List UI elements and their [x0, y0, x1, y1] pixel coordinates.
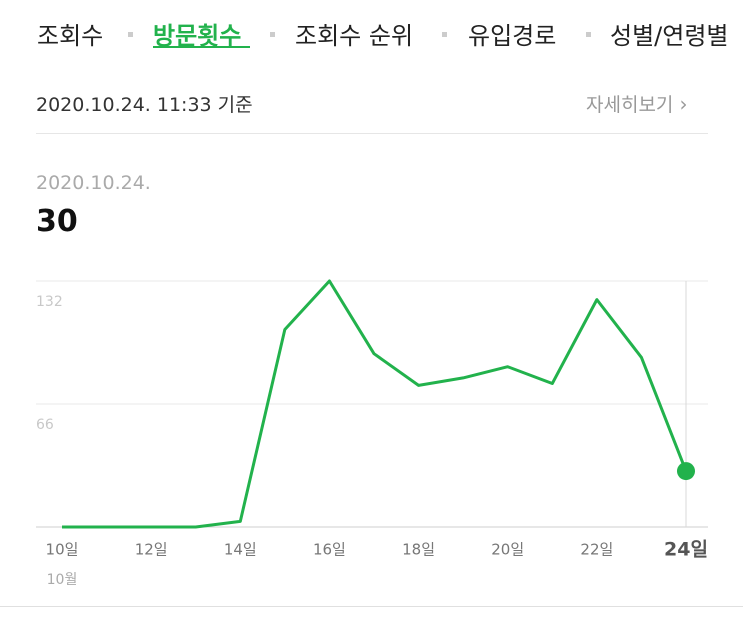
tab[interactable]: 성별/연령별: [610, 22, 729, 50]
x-tick-label: 22일: [580, 541, 613, 559]
selected-date: 2020.10.24.: [36, 172, 151, 194]
month-label: 10월: [47, 572, 78, 588]
tab-separator: [586, 32, 591, 37]
tab[interactable]: 유입경로: [468, 22, 557, 50]
x-tick-label: 18일: [402, 541, 435, 559]
timestamp: 2020.10.24. 11:33 기준: [36, 94, 253, 116]
tab-underline: [153, 46, 250, 48]
x-tick-label: 14일: [224, 541, 257, 559]
bottom-divider: [0, 606, 743, 607]
detail-link[interactable]: 자세히보기 ›: [586, 92, 688, 116]
y-tick-label: 132: [36, 294, 63, 310]
tab-separator: [128, 32, 133, 37]
x-tick-label: 24일: [664, 539, 708, 561]
tab[interactable]: 조회수: [37, 22, 104, 50]
last-point: [677, 462, 695, 481]
x-tick-label: 20일: [491, 541, 524, 559]
detail-link-text[interactable]: 자세히보기: [586, 94, 674, 116]
x-tick-label: 12일: [135, 541, 168, 559]
x-tick-label: 10일: [46, 541, 79, 559]
tab-separator: [442, 32, 447, 37]
tab-active[interactable]: 방문횟수: [153, 22, 242, 50]
divider: [36, 133, 708, 134]
tab[interactable]: 조회수 순위: [295, 22, 414, 50]
selected-value: 30: [36, 204, 78, 239]
x-tick-label: 16일: [313, 541, 346, 559]
y-tick-label: 66: [36, 417, 54, 433]
tab-separator: [270, 32, 275, 37]
line: [62, 279, 688, 529]
